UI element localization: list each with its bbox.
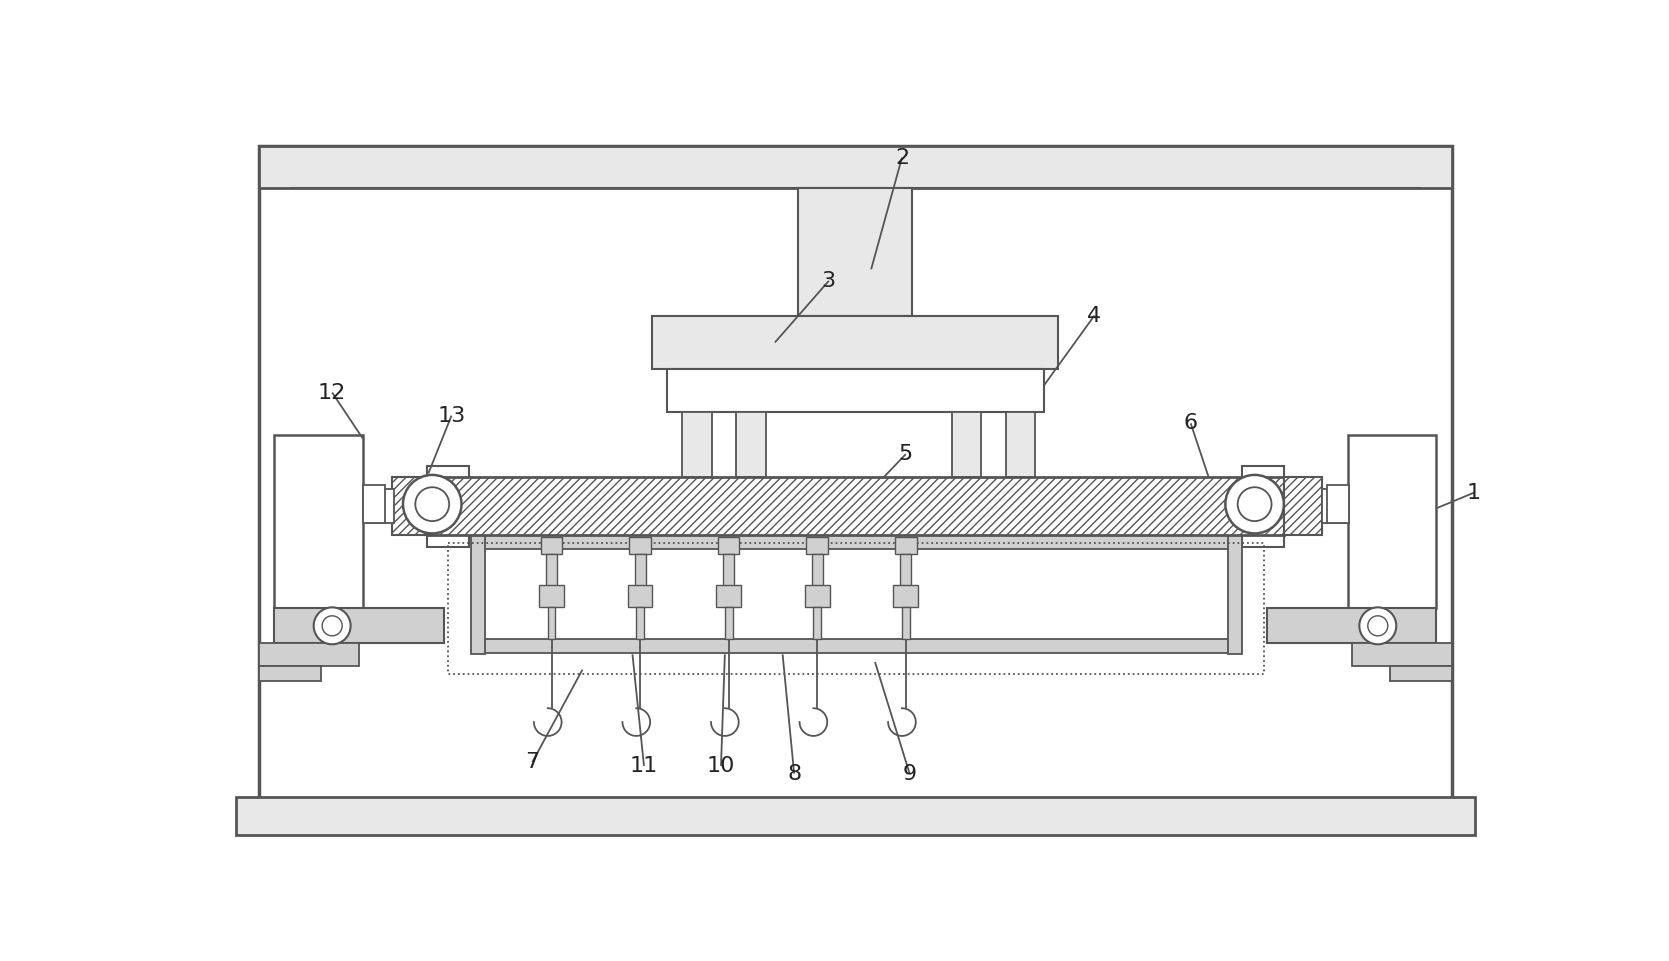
Bar xyxy=(804,585,829,606)
Bar xyxy=(634,554,646,597)
Bar xyxy=(798,188,911,315)
Bar xyxy=(723,554,734,597)
Bar xyxy=(1352,643,1452,666)
Circle shape xyxy=(1359,607,1397,644)
Bar xyxy=(951,411,981,478)
Bar xyxy=(447,543,1263,674)
Bar xyxy=(811,554,823,597)
Text: 11: 11 xyxy=(629,756,658,776)
Circle shape xyxy=(322,616,342,636)
Circle shape xyxy=(1369,616,1389,636)
Bar xyxy=(628,585,653,606)
Bar xyxy=(895,537,916,554)
Bar xyxy=(718,537,739,554)
Bar xyxy=(629,537,651,554)
Bar xyxy=(1267,608,1437,643)
Bar xyxy=(1237,493,1349,516)
Text: 6: 6 xyxy=(1183,413,1198,433)
Text: 10: 10 xyxy=(706,756,734,776)
Text: 13: 13 xyxy=(437,406,466,426)
Bar xyxy=(1006,411,1035,478)
Bar xyxy=(362,485,384,524)
Bar xyxy=(636,606,644,639)
Bar xyxy=(651,315,1058,369)
Text: 3: 3 xyxy=(821,271,836,291)
Bar xyxy=(479,639,1233,653)
Bar xyxy=(1322,489,1349,524)
Bar xyxy=(479,535,1233,549)
Text: 2: 2 xyxy=(895,148,910,167)
Bar xyxy=(539,585,564,606)
Bar xyxy=(736,411,766,478)
Text: 1: 1 xyxy=(1467,482,1480,503)
Bar xyxy=(427,478,1283,535)
Bar xyxy=(1242,466,1283,547)
Bar xyxy=(900,554,911,597)
Circle shape xyxy=(416,487,449,521)
Circle shape xyxy=(1225,475,1283,533)
Bar xyxy=(683,411,711,478)
Bar xyxy=(1228,535,1242,654)
Bar xyxy=(813,606,821,639)
Bar xyxy=(471,535,484,654)
Bar xyxy=(1390,666,1452,681)
Bar xyxy=(259,146,1452,188)
Bar xyxy=(1349,435,1437,608)
Bar xyxy=(1283,478,1322,535)
Bar xyxy=(427,466,469,547)
Bar xyxy=(392,478,431,535)
Bar xyxy=(259,643,359,666)
Text: 12: 12 xyxy=(319,382,345,403)
Bar xyxy=(547,606,556,639)
Text: 7: 7 xyxy=(526,752,539,772)
Circle shape xyxy=(1238,487,1272,521)
Text: 5: 5 xyxy=(898,444,913,464)
Bar xyxy=(541,537,562,554)
Bar xyxy=(274,435,362,608)
Bar xyxy=(724,606,733,639)
Text: 8: 8 xyxy=(788,764,801,783)
Bar xyxy=(274,608,444,643)
Bar xyxy=(235,797,1475,835)
Bar xyxy=(259,666,320,681)
Circle shape xyxy=(314,607,350,644)
Bar xyxy=(901,606,910,639)
Bar xyxy=(716,585,741,606)
Bar xyxy=(367,489,394,524)
Text: 9: 9 xyxy=(903,764,916,783)
Bar xyxy=(668,369,1045,411)
Bar xyxy=(893,585,918,606)
Bar xyxy=(546,554,557,597)
Bar xyxy=(1327,485,1349,524)
Bar xyxy=(806,537,828,554)
Circle shape xyxy=(402,475,462,533)
Text: 4: 4 xyxy=(1088,306,1102,326)
Bar xyxy=(362,493,474,516)
